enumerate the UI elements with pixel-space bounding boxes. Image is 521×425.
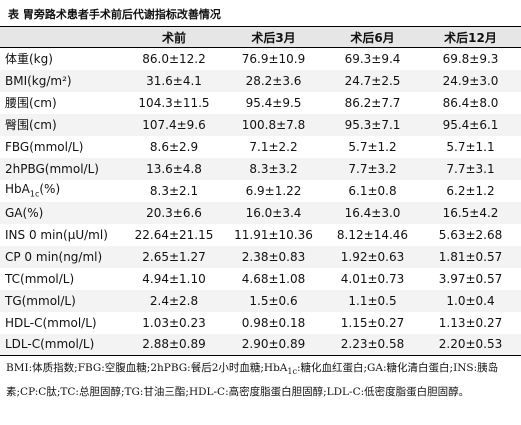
table-row: TG(mmol/L) 2.4±2.8 1.5±0.6 1.1±0.5 1.0±0.4: [0, 289, 521, 312]
table-cell: 2.23±0.58: [325, 333, 420, 356]
table-title: 表 胃旁路术患者手术前后代谢指标改善情况: [8, 8, 221, 21]
table-cell: 4.94±1.10: [142, 271, 206, 286]
table-row: 臀围(cm) 107.4±9.6 100.8±7.8 95.3±7.1 95.4±6.1: [0, 113, 521, 136]
table-cell: 95.3±7.1: [344, 117, 401, 132]
row-label: INS 0 min(μU/ml): [5, 227, 108, 242]
table-row: TC(mmol/L) 4.94±1.10 4.68±1.08 4.01±0.73 3.9…: [0, 268, 521, 290]
table-cell: 8.3±3.2: [249, 161, 298, 176]
table-row: FBG(mmol/L) 8.6±2.9 7.1±2.2 5.7±1.2 5.7±1.1: [0, 136, 521, 158]
column-header: 术前: [126, 26, 222, 48]
table-row: INS 0 min(μU/ml) 22.64±21.15 11.91±10.36 8.…: [0, 224, 521, 246]
table-cell: 1.0±0.4: [446, 293, 495, 308]
header-row: 术前 术后3月 术后6月 术后12月: [0, 26, 521, 48]
table-cell: 13.6±4.8: [146, 161, 202, 176]
column-header: 术后6月: [325, 26, 420, 48]
table-cell: 2.38±0.83: [241, 249, 306, 264]
table-cell: 2.4±2.8: [149, 293, 199, 308]
table-cell: 8.12±14.46: [336, 227, 409, 242]
row-label: 腰围(cm): [5, 96, 57, 110]
table-cell: 11.91±10.36: [234, 227, 313, 242]
table-cell: 1.1±0.5: [348, 293, 397, 308]
table-cell: 95.4±9.5: [245, 95, 302, 110]
table-cell: 1.92±0.63: [340, 249, 405, 264]
footnote: BMI:体质指数;FBG:空腹血糖;2hPBG:餐后2小时血糖;HbA1c:糖化…: [6, 362, 499, 399]
table-cell: 3.97±0.57: [438, 271, 503, 286]
table-cell: 7.7±3.2: [348, 161, 397, 176]
table-cell: 104.3±11.5: [138, 95, 210, 110]
table-cell: 20.3±6.6: [146, 205, 202, 220]
table-cell: 6.2±1.2: [446, 183, 495, 198]
table-cell: 2.88±0.89: [126, 333, 222, 356]
table-cell: 6.9±1.22: [245, 183, 302, 198]
table-cell: 22.64±21.15: [134, 227, 214, 242]
table-cell: 8.3±2.1: [149, 183, 199, 198]
table-cell: 86.2±7.7: [344, 95, 401, 110]
table-cell: 7.7±3.1: [446, 161, 495, 176]
table-cell: 16.4±3.0: [344, 205, 401, 220]
row-label: TC(mmol/L): [5, 271, 75, 286]
column-header: [0, 26, 126, 48]
row-label: 2hPBG(mmol/L): [5, 161, 99, 176]
table-cell: 6.1±0.8: [348, 183, 397, 198]
row-label: FBG(mmol/L): [5, 139, 84, 154]
table-cell: 16.0±3.4: [245, 205, 302, 220]
table-cell: 0.98±0.18: [241, 315, 306, 330]
table-cell: 69.8±9.3: [442, 51, 499, 66]
table-cell: 1.15±0.27: [340, 315, 405, 330]
table-cell: 31.6±4.1: [146, 73, 202, 88]
row-label: 臀围(cm): [5, 118, 57, 132]
row-label: GA(%): [5, 205, 44, 220]
row-label: HbA1c(%): [5, 182, 61, 199]
table-cell: 24.9±3.0: [442, 73, 499, 88]
table-row: CP 0 min(ng/ml) 2.65±1.27 2.38±0.83 1.92±0.…: [0, 245, 521, 268]
metabolic-table: 术前 术后3月 术后6月 术后12月 体重(kg) 86.0±12.2 76.9±1…: [0, 26, 521, 356]
table-row: LDL-C(mmol/L) 2.88±0.89 2.90±0.89 2.23±0.58…: [0, 333, 521, 356]
row-label: CP 0 min(ng/ml): [5, 249, 103, 264]
table-cell: 1.03±0.23: [142, 315, 206, 330]
table-cell: 28.2±3.6: [245, 73, 302, 88]
table-cell: 86.4±8.0: [442, 95, 499, 110]
table-cell: 76.9±10.9: [241, 51, 306, 66]
row-label: TG(mmol/L): [5, 293, 76, 308]
table-cell: 5.7±1.2: [348, 139, 397, 154]
row-label: BMI(kg/m²): [5, 73, 72, 88]
table-cell: 69.3±9.4: [344, 51, 401, 66]
table-cell: 2.90±0.89: [222, 333, 325, 356]
table-cell: 95.4±6.1: [442, 117, 499, 132]
table-row: 2hPBG(mmol/L) 13.6±4.8 8.3±3.2 7.7±3.2 7.7±3…: [0, 157, 521, 180]
table-row: GA(%) 20.3±6.6 16.0±3.4 16.4±3.0 16.5±4.2: [0, 201, 521, 224]
row-label: HDL-C(mmol/L): [5, 315, 97, 330]
table-cell: 1.13±0.27: [438, 315, 503, 330]
table-cell: 4.68±1.08: [241, 271, 306, 286]
table-cell: 8.6±2.9: [149, 139, 199, 154]
table-row: 腰围(cm) 104.3±11.5 95.4±9.5 86.2±7.7 86.4±8.0: [0, 92, 521, 114]
table-cell: 100.8±7.8: [241, 117, 306, 132]
column-header: 术后3月: [222, 26, 325, 48]
table-cell: 107.4±9.6: [142, 117, 206, 132]
column-header: 术后12月: [420, 26, 521, 48]
table-cell: 86.0±12.2: [142, 51, 206, 66]
table-row: BMI(kg/m²) 31.6±4.1 28.2±3.6 24.7±2.5 24.9±3…: [0, 69, 521, 92]
table-cell: 1.5±0.6: [249, 293, 298, 308]
table-cell: 1.81±0.57: [438, 249, 503, 264]
row-label: LDL-C(mmol/L): [0, 333, 126, 356]
row-label: 体重(kg): [5, 52, 53, 67]
table-row: 体重(kg) 86.0±12.2 76.9±10.9 69.3±9.4 69.8±9.3: [0, 48, 521, 70]
table-row: HDL-C(mmol/L) 1.03±0.23 0.98±0.18 1.15±0.27…: [0, 312, 521, 334]
table-cell: 2.20±0.53: [420, 333, 521, 356]
table-cell: 7.1±2.2: [249, 139, 298, 154]
table-cell: 16.5±4.2: [442, 205, 499, 220]
table-cell: 4.01±0.73: [340, 271, 405, 286]
table-row: HbA1c(%) 8.3±2.1 6.9±1.22 6.1±0.8 6.2±1.2: [0, 180, 521, 202]
table-cell: 24.7±2.5: [344, 73, 401, 88]
table-cell: 5.7±1.1: [446, 139, 495, 154]
table-body: 体重(kg) 86.0±12.2 76.9±10.9 69.3±9.4 69.8±9.3…: [0, 48, 521, 356]
table-cell: 5.63±2.68: [438, 227, 503, 242]
table-cell: 2.65±1.27: [142, 249, 206, 264]
